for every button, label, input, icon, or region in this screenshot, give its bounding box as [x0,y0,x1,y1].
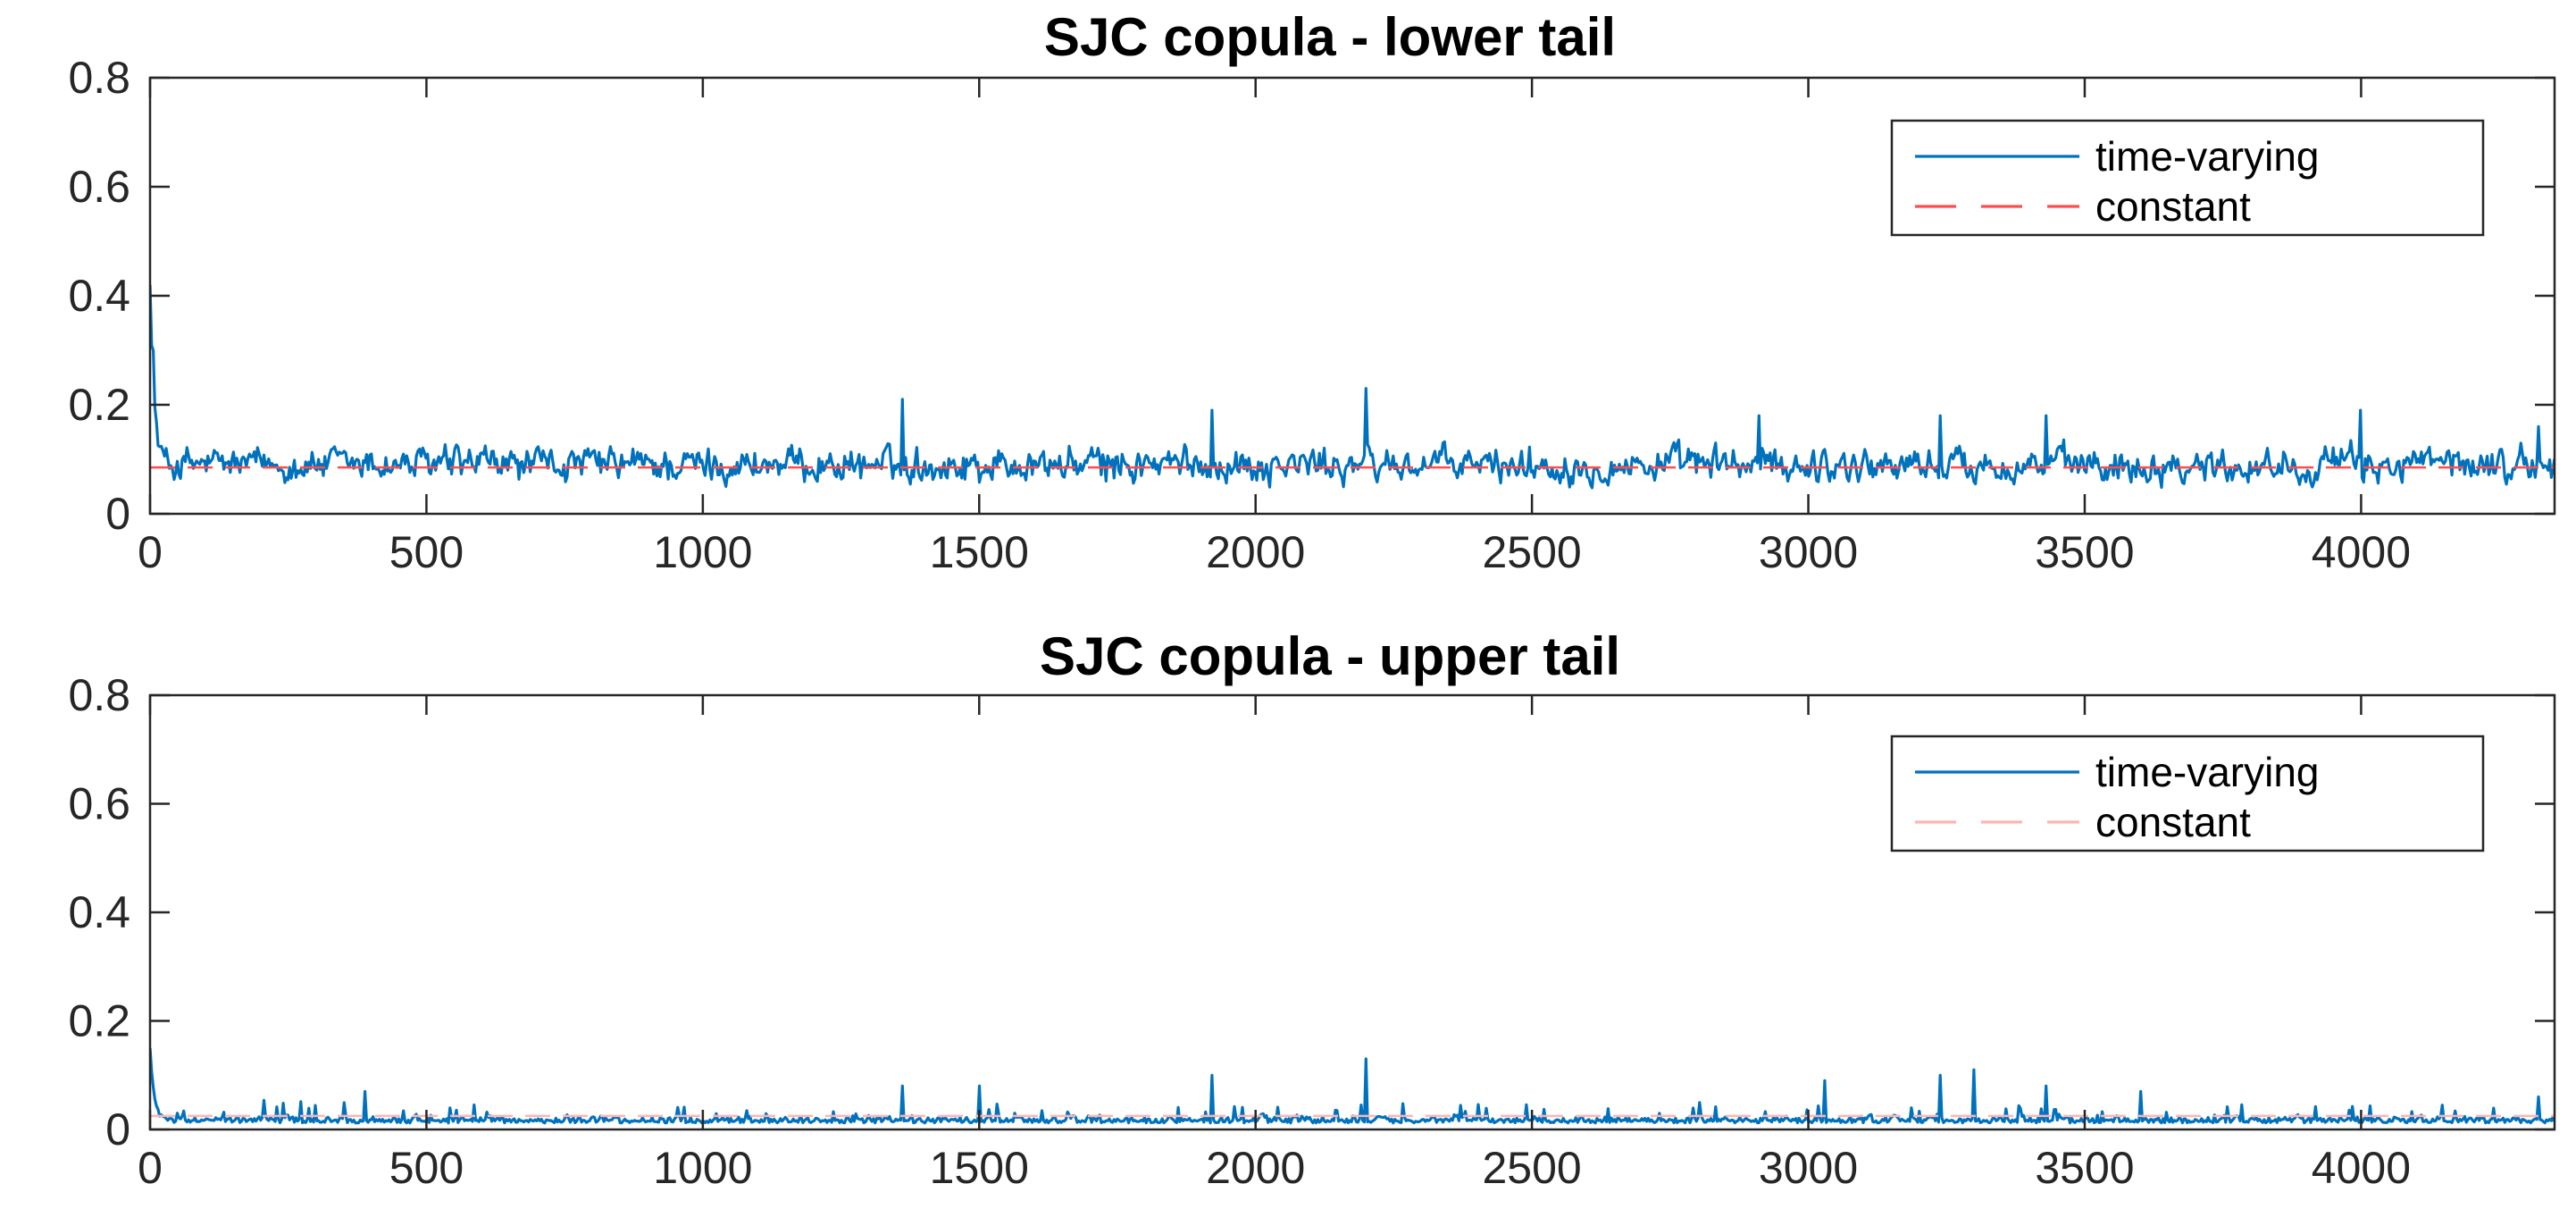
chart-title: SJC copula - upper tail [1040,626,1620,686]
legend-label-constant: constant [2095,799,2251,845]
y-tick-label: 0.8 [68,53,130,103]
x-tick-label: 2000 [1206,1143,1305,1193]
x-tick-label: 2500 [1483,527,1582,577]
legend-label-constant: constant [2095,183,2251,230]
y-tick-label: 0.8 [68,670,130,720]
x-tick-label: 1500 [930,527,1029,577]
x-tick-label: 500 [389,1143,464,1193]
x-tick-label: 0 [138,1143,163,1193]
time-varying-series-line [150,284,2555,490]
y-tick-label: 0 [105,1104,130,1154]
lower-tail-panel: SJC copula - lower tail 0 500 1000 1500 2000 2… [68,7,2556,577]
x-tick-label: 4000 [2312,527,2411,577]
legend-label-time-varying: time-varying [2095,749,2320,795]
y-tick-label: 0.2 [68,380,130,430]
y-tick-label: 0.2 [68,996,130,1046]
x-tick-label: 2000 [1206,527,1305,577]
x-tick-label: 3000 [1759,1143,1858,1193]
y-tick-label: 0.6 [68,779,130,829]
y-tick-label: 0.4 [68,271,130,321]
x-tick-label: 500 [389,527,464,577]
legend-box [1890,735,2485,852]
upper-tail-panel: SJC copula - upper tail 0 500 1000 1500 2000 2… [68,626,2556,1193]
y-tick-label: 0 [105,489,130,539]
x-tick-label: 4000 [2312,1143,2411,1193]
y-tick-label: 0.4 [68,887,130,937]
x-tick-label: 0 [138,527,163,577]
legend-box [1890,119,2485,237]
time-varying-series-line [150,1047,2555,1125]
x-tick-label: 1000 [653,527,752,577]
x-tick-label: 1500 [930,1143,1029,1193]
x-tick-label: 3500 [2035,527,2134,577]
x-tick-label: 2500 [1483,1143,1582,1193]
x-tick-label: 1000 [653,1143,752,1193]
legend-label-time-varying: time-varying [2095,133,2320,180]
y-tick-label: 0.6 [68,162,130,212]
x-tick-label: 3500 [2035,1143,2134,1193]
chart-title: SJC copula - lower tail [1044,7,1616,67]
x-tick-label: 3000 [1759,527,1858,577]
